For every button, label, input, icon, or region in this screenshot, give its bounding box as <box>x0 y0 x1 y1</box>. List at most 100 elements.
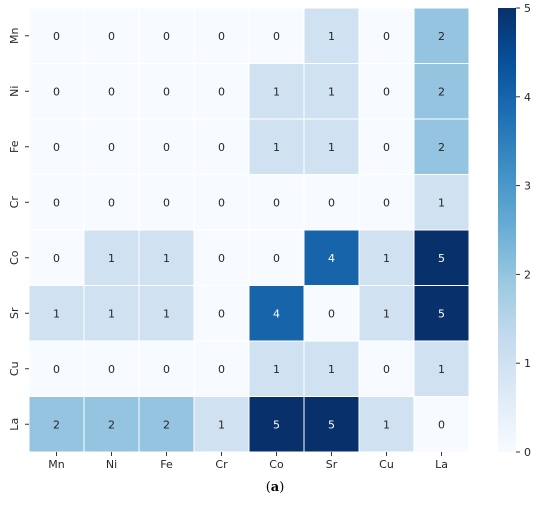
cell-value-label: 1 <box>163 307 170 320</box>
cell-value-label: 0 <box>328 196 335 209</box>
cell-value-label: 0 <box>438 418 445 431</box>
cell-value-label: 5 <box>273 418 280 431</box>
heatmap-cell <box>248 174 305 231</box>
cell-value-label: 0 <box>383 196 390 209</box>
heatmap-cell <box>358 174 415 231</box>
colorbar-tick-label: 5 <box>524 2 531 15</box>
heatmap-cell <box>138 285 195 342</box>
cell-value-label: 1 <box>273 363 280 376</box>
heatmap-cell <box>358 285 415 342</box>
heatmap-cell <box>248 285 305 342</box>
heatmap-cell <box>413 396 470 453</box>
cell-value-label: 0 <box>273 196 280 209</box>
cell-value-label: 0 <box>108 363 115 376</box>
x-tick-label: Co <box>269 458 284 470</box>
heatmap-cell <box>413 285 470 342</box>
heatmap-cell <box>138 118 195 175</box>
y-axis-ticks: Mn Ni Fe Cr Co Sr Cu La <box>8 27 29 431</box>
cell-value-label: 0 <box>163 363 170 376</box>
heatmap-cell <box>358 229 415 286</box>
cell-value-label: 1 <box>53 307 60 320</box>
cell-value-label: 0 <box>163 196 170 209</box>
heatmap-cell <box>413 7 470 64</box>
y-tick-label: Cu <box>8 361 21 376</box>
heatmap-cell <box>413 118 470 175</box>
cell-value-label: 0 <box>108 141 115 154</box>
cell-value-label: 1 <box>328 30 335 43</box>
x-tick-label: La <box>435 458 448 470</box>
y-tick-label: Cr <box>8 196 21 209</box>
cell-value-label: 0 <box>273 252 280 265</box>
cell-value-label: 0 <box>163 85 170 98</box>
caption-label: a <box>270 480 280 495</box>
cell-value-label: 0 <box>53 141 60 154</box>
x-tick-label: Sr <box>326 458 338 470</box>
cell-value-label: 1 <box>218 418 225 431</box>
cell-value-label: 0 <box>218 252 225 265</box>
cell-value-label: 5 <box>438 307 445 320</box>
heatmap-chart: 0 0 0 0 0 1 0 2 0 0 0 0 1 1 0 2 0 0 0 0 1 1 0 2 0 0 0 0 0 0 0 1 0 1 1 0 0 4 1 5… <box>8 2 531 470</box>
cell-value-label: 2 <box>108 418 115 431</box>
cell-value-label: 1 <box>328 141 335 154</box>
cell-value-label: 2 <box>53 418 60 431</box>
cell-value-label: 0 <box>108 85 115 98</box>
heatmap-cell <box>248 396 305 453</box>
x-tick-label: Cu <box>379 458 394 470</box>
heatmap-cell <box>358 340 415 397</box>
colorbar-tick-label: 4 <box>524 91 531 104</box>
cell-value-label: 0 <box>163 30 170 43</box>
y-tick-label: La <box>8 418 21 431</box>
cell-value-label: 0 <box>163 141 170 154</box>
heatmap-cell <box>28 340 85 397</box>
x-tick-label: Ni <box>106 458 117 470</box>
cell-value-label: 0 <box>53 30 60 43</box>
y-tick-label: Ni <box>8 86 21 97</box>
cell-value-label: 0 <box>53 196 60 209</box>
y-tick-label: Sr <box>8 307 21 319</box>
cell-value-labels: 0 0 0 0 0 1 0 2 0 0 0 0 1 1 0 2 0 0 0 0 1 1 0 2 0 0 0 0 0 0 0 1 0 1 1 0 0 4 1 5… <box>53 30 445 432</box>
y-tick-label: Fe <box>8 140 21 153</box>
colorbar-ticks: 0 1 2 3 4 5 <box>516 2 531 459</box>
cell-value-label: 0 <box>383 363 390 376</box>
cell-value-label: 0 <box>108 196 115 209</box>
x-tick-label: Cr <box>215 458 228 470</box>
heatmap-cell <box>303 285 360 342</box>
cell-value-label: 0 <box>218 363 225 376</box>
cell-value-label: 0 <box>218 307 225 320</box>
cell-value-label: 0 <box>218 141 225 154</box>
y-tick-label: Mn <box>8 27 21 43</box>
heatmap-cell <box>138 174 195 231</box>
heatmap-cell <box>248 340 305 397</box>
cell-value-label: 0 <box>218 196 225 209</box>
cell-value-label: 0 <box>53 85 60 98</box>
cell-value-label: 1 <box>273 141 280 154</box>
colorbar-tick-label: 3 <box>524 180 531 193</box>
cell-value-label: 1 <box>438 363 445 376</box>
cell-value-label: 0 <box>328 307 335 320</box>
cell-value-label: 2 <box>438 85 445 98</box>
cell-value-label: 1 <box>438 196 445 209</box>
cell-value-label: 0 <box>383 85 390 98</box>
colorbar-tick-label: 0 <box>524 446 531 459</box>
cell-value-label: 2 <box>163 418 170 431</box>
heatmap-cell <box>83 340 140 397</box>
heatmap-cell <box>303 118 360 175</box>
heatmap-cell <box>83 118 140 175</box>
heatmap-cell <box>303 63 360 120</box>
y-tick-label: Co <box>8 250 21 265</box>
cell-value-label: 0 <box>218 30 225 43</box>
cell-value-label: 4 <box>273 307 280 320</box>
x-tick-label: Fe <box>160 458 173 470</box>
heatmap-cell <box>413 340 470 397</box>
heatmap-cell <box>83 285 140 342</box>
cell-value-label: 0 <box>383 141 390 154</box>
heatmap-cell <box>193 229 250 286</box>
cell-value-label: 1 <box>383 252 390 265</box>
cell-value-label: 1 <box>383 307 390 320</box>
cell-value-label: 0 <box>273 30 280 43</box>
cell-value-label: 1 <box>163 252 170 265</box>
x-tick-label: Mn <box>48 458 64 470</box>
heatmap-cell <box>193 118 250 175</box>
cell-value-label: 1 <box>273 85 280 98</box>
heatmap-cell <box>83 63 140 120</box>
